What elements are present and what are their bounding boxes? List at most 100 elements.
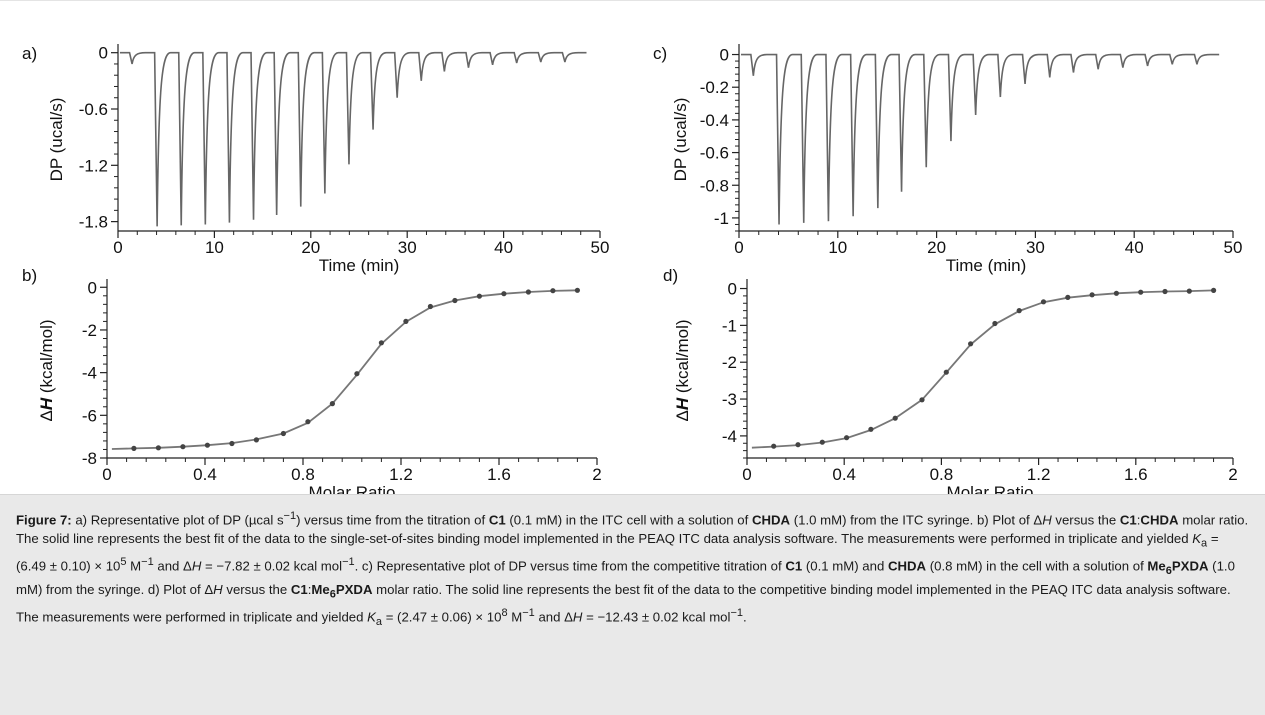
data-point: [992, 320, 998, 327]
figure-caption: Figure 7: a) Representative plot of DP (…: [0, 494, 1265, 715]
data-point: [892, 415, 898, 421]
y-tick-label: -1: [714, 209, 729, 228]
x-axis-title: Molar Ratio: [947, 483, 1034, 495]
data-point: [378, 340, 384, 346]
x-tick-label: 0.4: [193, 465, 217, 484]
caption-compound: Me: [1147, 558, 1166, 574]
x-tick-label: 0: [734, 238, 743, 257]
data-point: [1065, 294, 1071, 300]
x-tick-label: 2: [592, 465, 601, 484]
panel-letter: c): [653, 44, 667, 63]
caption-text: (0.1 mM) and: [802, 558, 888, 574]
x-tick-label: 30: [1026, 238, 1045, 257]
caption-text: = (2.47 ± 0.06) × 10: [382, 609, 502, 625]
figure-area: a) 0 10 20 30 40 50 0 -0.6 -1.2 -1.8 Time (min) DP (…: [0, 0, 1265, 495]
data-point: [1089, 292, 1095, 298]
x-tick-label: 0: [113, 238, 122, 257]
y-tick-label: 0: [728, 280, 737, 299]
data-point: [329, 401, 335, 407]
y-tick-label: -8: [82, 449, 97, 468]
caption-text: (0.1 mM) in the ITC cell with a solution…: [505, 512, 752, 528]
caption-text: (0.8 mM) in the cell with a solution of: [926, 558, 1148, 574]
x-tick-label: 1.2: [1027, 465, 1051, 484]
caption-text: = −7.82 ± 0.02 kcal mol: [201, 558, 343, 574]
chart-panel-4: d) 0 0.4 0.8 1.2 1.6 2 0 -1 -2 -3 -4 Molar Ratio: [663, 266, 1238, 495]
data-point: [919, 397, 925, 403]
caption-symbol: H: [191, 558, 202, 574]
data-point: [844, 435, 850, 441]
caption-text: .: [743, 609, 747, 625]
fit-line: [111, 289, 578, 450]
caption-superscript: −1: [522, 607, 535, 620]
x-axis-title: Time (min): [319, 256, 400, 275]
x-axis-title: Molar Ratio: [309, 483, 396, 495]
data-point: [476, 293, 482, 299]
chart-panel-2: b) 0 0.4 0.8 1.2 1.6 2 0 -2 -4 -6 -8 Molar Ratio: [22, 266, 602, 495]
data-point: [968, 341, 974, 347]
data-point: [354, 371, 360, 377]
y-tick-label: -0.6: [79, 100, 108, 119]
caption-text: versus the: [1051, 512, 1120, 528]
data-point: [452, 297, 458, 304]
x-tick-label: 30: [398, 238, 417, 257]
caption-text: a) Representative plot of DP (µcal s: [71, 512, 284, 528]
y-tick-label: -1.8: [79, 213, 108, 232]
caption-compound: C1: [488, 512, 506, 528]
data-point: [795, 442, 801, 448]
x-tick-label: 20: [301, 238, 320, 257]
thermogram-trace: [740, 53, 1220, 225]
x-tick-label: 0: [102, 465, 111, 484]
x-axis-title: Time (min): [946, 256, 1027, 275]
fit-line: [751, 289, 1214, 449]
panel-letter: b): [22, 266, 37, 285]
y-tick-label: 0: [88, 278, 97, 297]
y-tick-label: -4: [82, 364, 97, 383]
chart-panel-1: a) 0 10 20 30 40 50 0 -0.6 -1.2 -1.8 Time (min): [22, 44, 609, 275]
x-tick-label: 50: [1224, 238, 1243, 257]
caption-text: . c) Representative plot of DP versus ti…: [354, 558, 786, 574]
data-point: [155, 445, 161, 451]
caption-symbol: H: [213, 581, 223, 597]
caption-superscript: −1: [283, 510, 297, 522]
y-tick-label: -0.2: [700, 78, 729, 97]
y-tick-label: -0.6: [700, 144, 729, 163]
caption-subscript: a: [375, 616, 383, 629]
caption-compound: Me: [311, 581, 330, 597]
data-point: [574, 287, 581, 293]
data-point: [819, 439, 825, 445]
caption-compound: C1: [1119, 512, 1137, 528]
thermogram-trace: [119, 51, 587, 227]
caption-label: Figure 7:: [16, 512, 72, 528]
caption-text: :: [1136, 512, 1141, 528]
caption-superscript: 5: [120, 556, 127, 569]
data-point: [868, 426, 874, 432]
caption-superscript: −1: [141, 556, 154, 569]
data-point: [1040, 299, 1047, 305]
data-point: [204, 442, 210, 448]
caption-text: and Δ: [534, 609, 573, 625]
caption-text: molar ratio. The solid line represents t…: [16, 512, 1249, 546]
data-point: [229, 440, 235, 447]
x-tick-label: 1.6: [1124, 465, 1148, 484]
caption-text: molar ratio. The solid line represents t…: [16, 581, 1231, 625]
x-tick-label: 10: [205, 238, 224, 257]
caption-text: ) versus time from the titration of: [296, 512, 489, 528]
caption-paragraph: Figure 7: a) Representative plot of DP (…: [16, 507, 1249, 632]
data-point: [1016, 308, 1022, 314]
caption-text: M: [507, 609, 523, 625]
caption-subscript: 6: [1165, 565, 1172, 578]
y-axis-title: DP (ucal/s): [671, 98, 690, 182]
y-tick-label: 0: [720, 46, 729, 65]
y-tick-label: -2: [82, 321, 97, 340]
y-tick-label: -6: [82, 406, 97, 425]
caption-subscript: 6: [329, 588, 336, 601]
x-tick-label: 1.2: [389, 465, 413, 484]
caption-compound: CHDA: [751, 512, 791, 528]
x-tick-label: 0: [742, 465, 751, 484]
data-point: [1138, 289, 1144, 295]
caption-compound: C1: [785, 558, 803, 574]
caption-superscript: 8: [501, 607, 508, 620]
y-axis-title: DP (ucal/s): [47, 98, 66, 182]
panel-letter: a): [22, 44, 37, 63]
data-point: [403, 318, 409, 324]
